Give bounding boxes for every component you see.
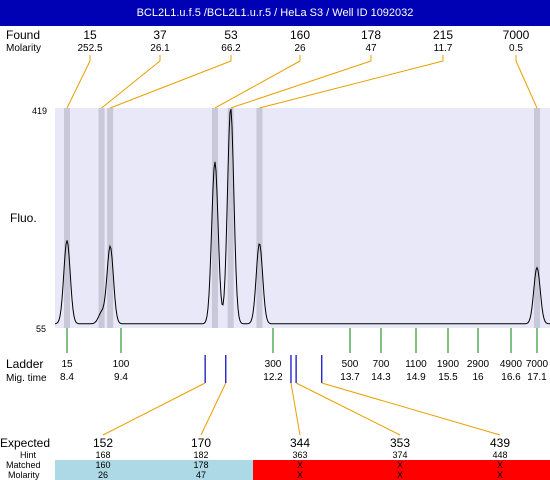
peak-band-0 (64, 108, 70, 328)
found-size-5: 215 (433, 28, 453, 42)
ladder-size-2: 300 (265, 359, 282, 370)
expected-hint-1: 182 (193, 450, 208, 460)
expected-hint-3: 374 (392, 450, 407, 460)
expected-label: Expected (0, 436, 50, 450)
expected-molarity-2: X (297, 470, 303, 480)
expected-matched-0: 160 (95, 460, 110, 470)
peak-band-1 (98, 108, 105, 328)
found-connector-5 (259, 60, 444, 109)
found-label: Found (6, 28, 40, 42)
expected-connector-0 (102, 382, 206, 436)
found-connector-2 (110, 60, 232, 109)
found-size-2: 53 (224, 28, 238, 42)
ladder-size-7: 2900 (467, 359, 490, 370)
found-connector-0 (66, 60, 91, 109)
found-molarity-0: 252.5 (77, 43, 102, 54)
ladder-time-8: 16.6 (501, 372, 521, 383)
peak-band-3 (211, 108, 218, 328)
found-size-6: 7000 (503, 28, 530, 42)
found-molarity-2: 66.2 (221, 43, 241, 54)
found-connector-4 (230, 60, 372, 109)
expected-size-1: 170 (191, 436, 211, 450)
found-size-1: 37 (153, 28, 167, 42)
chart-title: BCL2L1.u.f.5 /BCL2L1.u.r.5 / HeLa S3 / W… (0, 0, 550, 26)
found-connector-6 (515, 60, 538, 109)
expected-connector-3 (295, 382, 401, 436)
expected-molarity-3: X (397, 470, 403, 480)
ladder-size-4: 700 (373, 359, 390, 370)
ladder-size-5: 1100 (405, 359, 427, 370)
ladder-time-3: 13.7 (340, 372, 360, 383)
found-molarity-3: 26 (294, 43, 306, 54)
expected-molarity-4: X (497, 470, 503, 480)
expected-hint-0: 168 (95, 450, 110, 460)
ladder-time-6: 15.5 (438, 372, 458, 383)
ladder-size-0: 15 (61, 359, 73, 370)
ladder-size-9: 7000 (526, 359, 549, 370)
found-size-4: 178 (361, 28, 381, 42)
expected-matched-4: X (497, 460, 503, 470)
found-size-0: 15 (83, 28, 97, 42)
expected-size-0: 152 (93, 436, 113, 450)
expected-connector-2 (290, 382, 301, 436)
ladder-time-9: 17.1 (527, 372, 547, 383)
ladder-time-2: 12.2 (263, 372, 283, 383)
expected-connector-1 (200, 382, 227, 436)
peak-band-6 (534, 108, 540, 328)
found-size-3: 160 (290, 28, 310, 42)
found-connector-3 (214, 60, 301, 109)
match-cell-0 (55, 460, 152, 480)
found-molarity-6: 0.5 (509, 43, 523, 54)
ladder-time-5: 14.9 (406, 372, 426, 383)
ladder-size-6: 1900 (437, 359, 460, 370)
hint-label: Hint (20, 450, 37, 460)
expected-molarity-0: 26 (98, 470, 108, 480)
found-connector-1 (101, 60, 161, 109)
peak-band-5 (256, 108, 263, 328)
found-molarity-4: 47 (365, 43, 377, 54)
expected-connector-4 (321, 382, 501, 436)
y-axis-label: Fluo. (10, 211, 37, 225)
mig-time-label: Mig. time (6, 373, 47, 384)
expected-matched-3: X (397, 460, 403, 470)
match-cell-3 (350, 460, 450, 480)
peak-bands (64, 108, 540, 328)
ladder-label: Ladder (6, 357, 43, 371)
expected-size-3: 353 (390, 436, 410, 450)
expected-hint-4: 448 (492, 450, 507, 460)
ladder-size-1: 100 (113, 359, 130, 370)
y-tick-min: 55 (36, 324, 46, 334)
ladder-time-1: 9.4 (114, 372, 128, 383)
ladder-size-3: 500 (342, 359, 359, 370)
electropherogram: Found Molarity Fluo. Ladder Mig. time Ex… (0, 28, 550, 480)
matched-label: Matched (6, 460, 41, 470)
ladder-markers: 15 8.4 100 9.4 300 12.2 500 13.7 700 14.3 1100 14.9… (60, 328, 549, 383)
expected-hint-2: 363 (292, 450, 307, 460)
molarity-label: Molarity (6, 43, 41, 54)
expected-size-4: 439 (490, 436, 510, 450)
ladder-time-7: 16 (472, 372, 484, 383)
match-cell-1 (152, 460, 253, 480)
plot-area (55, 108, 550, 328)
signal-trace (54, 109, 550, 325)
expected-matched-2: X (297, 460, 303, 470)
match-cell-4 (450, 460, 550, 480)
match-cell-2 (253, 460, 350, 480)
ladder-time-0: 8.4 (60, 372, 74, 383)
peak-band-2 (107, 108, 114, 328)
ladder-size-8: 4900 (500, 359, 523, 370)
expected-matched-1: 178 (193, 460, 208, 470)
expected-molarity-1: 47 (196, 470, 206, 480)
found-molarity-5: 11.7 (434, 43, 453, 54)
ladder-time-4: 14.3 (371, 372, 391, 383)
found-molarity-1: 26.1 (150, 43, 170, 54)
peak-band-4 (227, 108, 234, 328)
expected-size-2: 344 (290, 436, 310, 450)
molarity-bottom-label: Molarity (8, 470, 40, 480)
expected-fragments: 1521681602617018217847344363XX353374XX43… (55, 355, 550, 480)
y-tick-max: 419 (32, 106, 47, 116)
